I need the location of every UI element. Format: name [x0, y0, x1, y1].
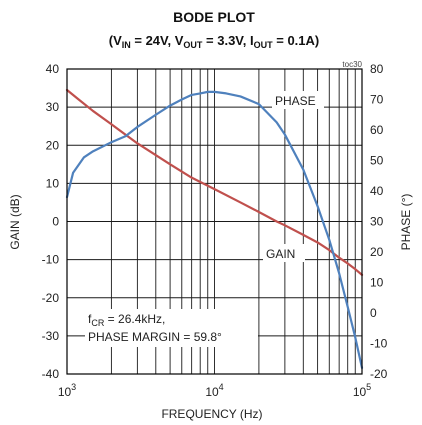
- y-axis-left-label: GAIN (dB): [8, 194, 22, 249]
- y-axis-right-label: PHASE (°): [399, 194, 413, 251]
- y-right-tick-label: -10: [370, 337, 388, 351]
- y-right-tick-label: 60: [370, 123, 384, 137]
- y-right-tick-label: 80: [370, 62, 384, 76]
- x-tick-label: 105: [353, 382, 371, 399]
- y-right-tick-label: 50: [370, 154, 384, 168]
- y-right-tick-label: 70: [370, 93, 384, 107]
- y-left-tick-label: 20: [46, 138, 60, 152]
- y-left-tick-label: -40: [42, 367, 60, 381]
- chart-subtitle: (VIN = 24V, VOUT = 3.3V, IOUT = 0.1A): [109, 33, 319, 50]
- y-left-tick-label: -20: [42, 291, 60, 305]
- grid-lines: [67, 69, 362, 374]
- x-tick-label: 104: [205, 382, 223, 399]
- phase-series-label: PHASE: [275, 94, 316, 108]
- y-right-tick-label: 0: [370, 306, 377, 320]
- figure-code: toc30: [342, 60, 362, 69]
- crossover-annotation-bg: [85, 309, 258, 347]
- y-left-tick-label: 30: [46, 100, 60, 114]
- chart-title: BODE PLOT: [173, 9, 255, 25]
- y-right-tick-label: 20: [370, 245, 384, 259]
- y-left-tick-label: -10: [42, 253, 60, 267]
- plot-curves: [65, 88, 364, 369]
- gain-series-label: GAIN: [266, 247, 295, 261]
- x-axis-label: FREQUENCY (Hz): [161, 407, 262, 421]
- plot-frame: [66, 68, 363, 375]
- phase-curve: [65, 90, 364, 369]
- x-tick-label: 103: [58, 382, 76, 399]
- y-left-tick-label: 10: [46, 176, 60, 190]
- phase-label-bg: [272, 91, 324, 109]
- y-right-tick-label: -20: [370, 367, 388, 381]
- y-right-tick-labels: 80 70 60 50 40 30 20 10 0 -10 -20: [370, 62, 388, 381]
- y-right-tick-label: 40: [370, 184, 384, 198]
- y-left-tick-label: 0: [52, 215, 59, 229]
- gain-curve: [65, 88, 364, 276]
- y-left-tick-labels: 40 30 20 10 0 -10 -20 -30 -40: [42, 62, 60, 381]
- x-tick-labels: 103 104 105: [58, 382, 371, 399]
- y-left-tick-label: 40: [46, 62, 60, 76]
- y-right-tick-label: 10: [370, 276, 384, 290]
- y-left-tick-label: -30: [42, 329, 60, 343]
- gain-label-bg: [263, 244, 305, 262]
- crossover-frequency-text: fCR = 26.4kHz,: [88, 312, 165, 328]
- phase-margin-text: PHASE MARGIN = 59.8°: [88, 330, 222, 344]
- y-right-tick-label: 30: [370, 215, 384, 229]
